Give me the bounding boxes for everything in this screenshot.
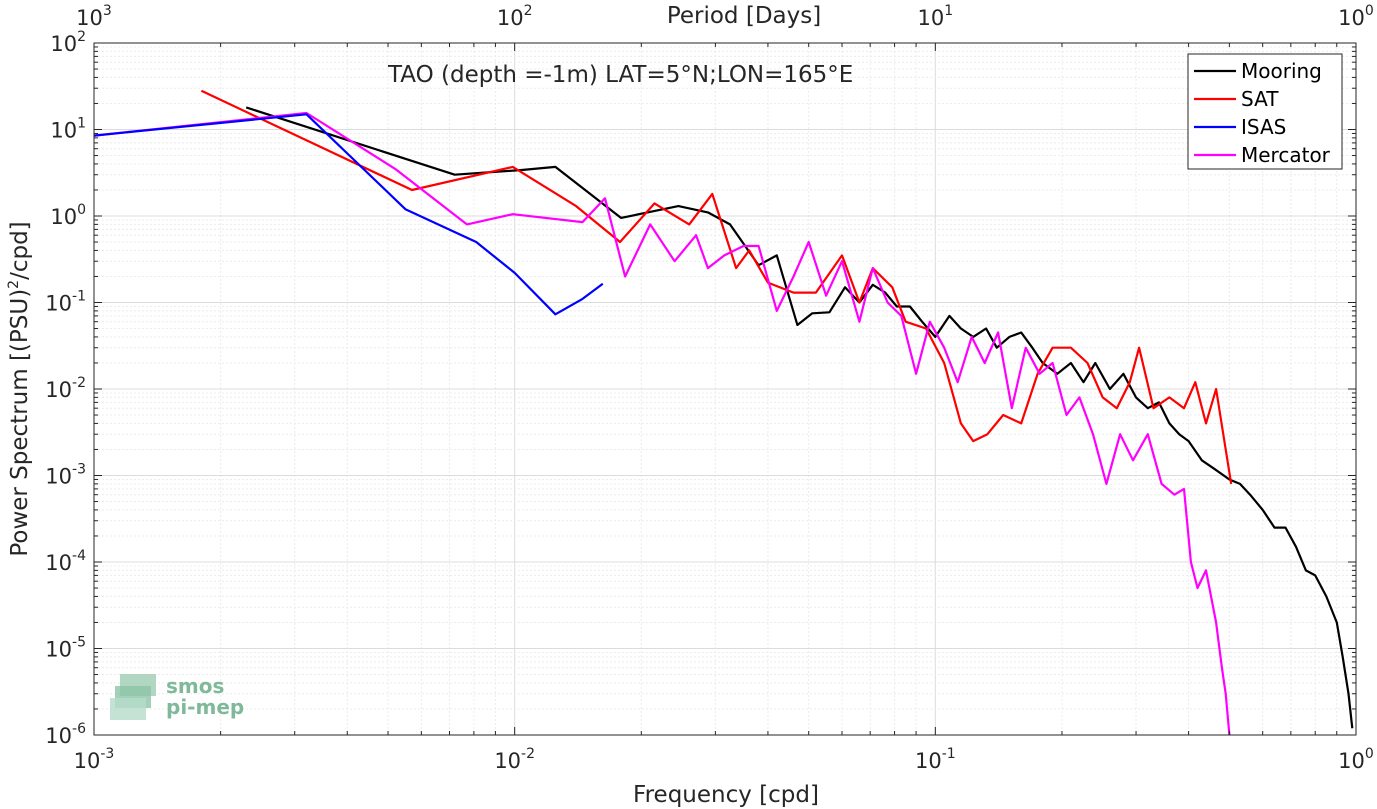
y-tick-label: 10-6 — [45, 721, 86, 748]
y-tick-label: 101 — [50, 116, 86, 143]
y-axis-label: Power Spectrum [(PSU)2/cpd] — [6, 221, 33, 556]
legend-label-mercator: Mercator — [1241, 143, 1331, 167]
logo-line-1: smos — [166, 674, 224, 698]
x-tick-label: 100 — [1338, 746, 1374, 773]
legend-label-sat: SAT — [1241, 87, 1279, 111]
y-tick-label: 10-3 — [45, 462, 86, 489]
top-tick-label: 101 — [918, 3, 954, 30]
series-line-sat — [200, 89, 1233, 485]
y-tick-label: 10-4 — [45, 548, 86, 575]
series-line-isas — [93, 113, 604, 316]
x-axis-label: Frequency [cpd] — [633, 782, 819, 808]
chart-title: TAO (depth =-1m) LAT=5°N;LON=165°E — [387, 62, 853, 88]
y-tick-label: 102 — [50, 29, 86, 56]
y-tick-label: 10-5 — [45, 635, 86, 662]
smos-pi-mep-logo: smos pi-mep — [110, 674, 244, 720]
x-tick-label: 10-3 — [74, 746, 115, 773]
tick-marks — [93, 43, 1356, 736]
series-line-mercator — [93, 111, 1231, 736]
series-line-mooring — [245, 106, 1354, 729]
top-axis-label: Period [Days] — [667, 3, 821, 29]
top-tick-label: 103 — [76, 3, 112, 30]
top-tick-label: 102 — [497, 3, 533, 30]
grid — [94, 43, 1356, 735]
logo-line-2: pi-mep — [166, 695, 244, 719]
legend: Mooring SAT ISAS Mercator — [1187, 53, 1343, 170]
x-tick-label: 10-1 — [915, 746, 956, 773]
top-tick-label: 100 — [1338, 3, 1374, 30]
legend-label-mooring: Mooring — [1241, 59, 1322, 83]
legend-box — [1187, 53, 1343, 170]
series-lines — [93, 89, 1354, 736]
legend-label-isas: ISAS — [1241, 115, 1286, 139]
y-tick-label: 10-2 — [45, 375, 86, 402]
x-tick-label: 10-2 — [494, 746, 535, 773]
y-tick-label: 10-1 — [45, 289, 86, 316]
y-tick-label: 100 — [50, 202, 86, 229]
